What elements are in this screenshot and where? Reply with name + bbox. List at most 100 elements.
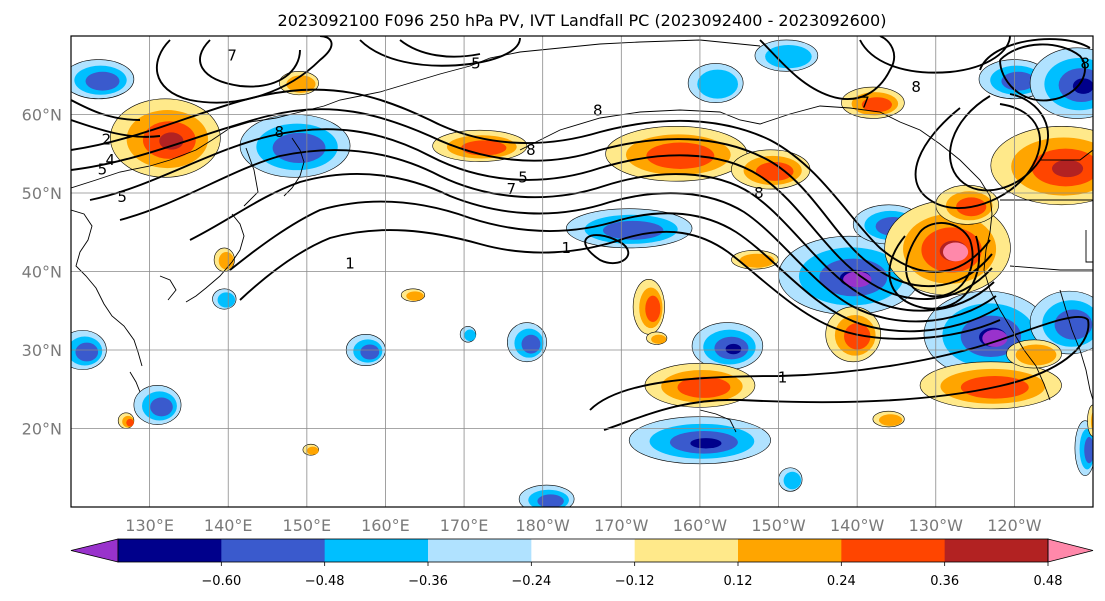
negative-pc-region-fill-level-4 <box>725 343 742 355</box>
colorbar-tick-label: 0.36 <box>930 574 959 589</box>
positive-pc-region-fill-level-3 <box>461 140 507 156</box>
positive-pc-region-9 <box>632 279 665 335</box>
longitude-tick-label: 170°E <box>440 516 489 535</box>
positive-pc-region-20 <box>302 443 319 456</box>
positive-pc-region-fill-level-4 <box>159 132 184 150</box>
positive-pc-region-fill-level-5 <box>942 242 969 262</box>
contour-label: 5 <box>471 54 481 72</box>
latitude-tick-label: 40°N <box>22 263 62 282</box>
negative-pc-region-20 <box>754 39 819 72</box>
positive-pc-region-1 <box>432 129 528 162</box>
longitude-tick-label: 180°W <box>516 516 571 535</box>
longitude-tick-label: 140°E <box>204 516 253 535</box>
colorbar-segment <box>531 539 636 562</box>
negative-pc-region-fill-level-3 <box>360 344 380 360</box>
colorbar-upper-extend <box>1047 538 1094 563</box>
colorbar-tick-labels: −0.60 −0.48 −0.36 −0.24 −0.12 0.12 0.24 0.36 0.4… <box>201 562 1063 589</box>
colorbar-segment <box>428 539 532 562</box>
positive-pc-region-fill-level-2 <box>218 252 234 270</box>
colorbar-segment <box>324 539 429 562</box>
colorbar <box>70 538 1094 563</box>
positive-pc-region-21 <box>646 331 668 345</box>
longitude-tick-label: 150°W <box>751 516 806 535</box>
latitude-tick-label: 50°N <box>22 184 62 203</box>
contour-label: 7 <box>506 180 516 198</box>
positive-pc-region-18 <box>872 410 905 428</box>
negative-pc-region-15 <box>1074 420 1093 476</box>
pv-contours <box>71 36 1091 431</box>
negative-pc-region-fill-level-5 <box>982 329 1008 347</box>
colorbar-tick-label: 0.48 <box>1034 574 1063 589</box>
negative-pc-region-fill-level-3 <box>537 494 564 507</box>
negative-pc-region-fill-level-2 <box>464 329 476 342</box>
positive-pc-region-fill-level-2 <box>306 446 319 455</box>
negative-pc-region-fill-level-3 <box>75 342 99 362</box>
colorbar-segment <box>841 539 946 562</box>
negative-pc-region-10 <box>507 322 547 363</box>
negative-pc-region-18 <box>459 326 477 343</box>
contour-label: 1 <box>562 239 572 257</box>
colorbar-segment <box>634 539 739 562</box>
latitude-tick-label: 60°N <box>22 106 62 125</box>
positive-pc-region-fill-level-3 <box>126 418 134 427</box>
positive-pc-region-15 <box>117 412 135 429</box>
positive-pc-region-3 <box>605 125 748 182</box>
longitude-labels: 130°E 140°E 150°E 160°E 170°E 180°W 170°W 160°W… <box>125 516 1041 535</box>
positive-pc-region-8 <box>935 184 999 225</box>
contour-label: 1 <box>778 368 788 386</box>
colorbar-segment <box>944 539 1049 562</box>
negative-pc-region-fill-level-3 <box>521 334 541 354</box>
positive-pc-region-13 <box>919 361 1062 410</box>
contour-label: 8 <box>1080 54 1090 72</box>
negative-pc-region-9 <box>691 322 764 370</box>
contour-label: 4 <box>106 151 116 169</box>
colorbar-segment <box>221 539 326 562</box>
contour-label: 8 <box>526 141 536 159</box>
colorbar-lower-extend <box>70 538 119 563</box>
positive-pc-region-4 <box>731 149 811 190</box>
colorbar-tick-label: −0.36 <box>408 574 448 589</box>
contour-label: 8 <box>593 102 603 120</box>
negative-pc-region-fill-level-3 <box>1084 436 1093 464</box>
longitude-tick-label: 170°W <box>594 516 649 535</box>
positive-pc-region-fill-level-3 <box>677 376 731 398</box>
longitude-tick-label: 160°E <box>361 516 410 535</box>
chart-title: 2023092100 F096 250 hPa PV, IVT Landfall… <box>278 11 887 30</box>
negative-pc-region-fill-level-2 <box>765 45 812 69</box>
longitude-tick-label: 160°W <box>673 516 728 535</box>
positive-pc-region-fill-level-3 <box>755 162 794 181</box>
positive-pc-region-fill-level-2 <box>1015 344 1057 366</box>
negative-pc-region-fill-level-4 <box>1072 78 1093 94</box>
positive-pc-region-fill-level-2 <box>406 291 424 301</box>
latitude-labels: 20°N 30°N 40°N 50°N 60°N <box>22 106 62 439</box>
map-area <box>71 36 1093 507</box>
negative-pc-region-fill-level-3 <box>85 71 120 91</box>
contour-label: 2 <box>102 131 112 149</box>
longitude-tick-label: 130°E <box>125 516 174 535</box>
negative-pc-region-21 <box>687 63 744 104</box>
negative-pc-region-fill-level-3 <box>602 220 664 240</box>
negative-pc-region-fill-level-4 <box>690 438 722 449</box>
colorbar-tick-label: −0.60 <box>201 574 241 589</box>
positive-pc-region-fill-level-2 <box>878 414 903 426</box>
longitude-tick-label: 140°W <box>830 516 885 535</box>
negative-pc-region-0 <box>71 59 135 100</box>
colorbar-tick-label: −0.12 <box>615 574 655 589</box>
positive-pc-region-17 <box>400 288 426 302</box>
positive-pc-region-fill-level-2 <box>739 253 775 268</box>
contour-label: 5 <box>117 188 127 206</box>
colorbar-segment <box>738 539 842 562</box>
colorbar-tick-label: 0.12 <box>724 574 753 589</box>
negative-pc-region-17 <box>518 484 575 507</box>
negative-pc-region-11 <box>133 385 182 425</box>
negative-pc-region-fill-level-2 <box>783 471 802 490</box>
positive-pc-region-fill-level-2 <box>651 334 667 344</box>
contour-label: 7 <box>860 94 870 112</box>
negative-pc-region-fill-level-2 <box>697 69 739 99</box>
longitude-tick-label: 130°W <box>909 516 964 535</box>
map-frame <box>70 35 1094 508</box>
contour-label: 1 <box>345 255 355 273</box>
positive-pc-region-fill-level-2 <box>1090 411 1093 432</box>
contour-label: 7 <box>227 47 237 65</box>
